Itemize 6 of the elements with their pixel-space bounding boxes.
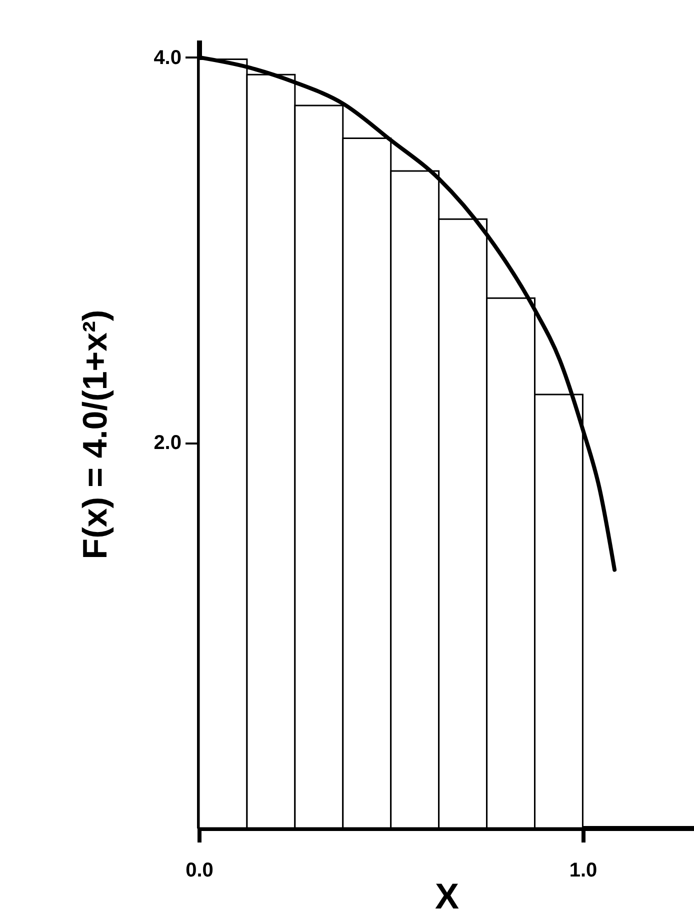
x-tick-label: 1.0 [569,860,598,882]
y-tick-label: 4.0 [154,46,182,69]
x-axis-title: X [434,876,460,916]
x-tick-label: 0.0 [186,860,214,882]
y-tick-label: 2.0 [154,432,182,454]
y-axis-title: F(x) = 4.0/(1+x²) [76,310,115,560]
